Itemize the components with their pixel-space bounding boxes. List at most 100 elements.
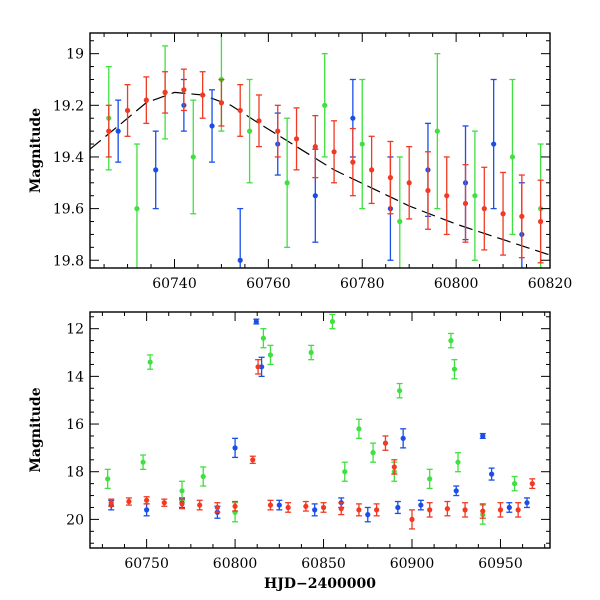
bottom-series-1-point	[308, 344, 315, 361]
bottom-series-2-point	[426, 502, 433, 518]
bottom-y-tick-label: 18	[66, 465, 84, 481]
top-series-2-point	[331, 120, 338, 184]
bottom-panel: 60750 60800 60850 60900 60950 12 14 16 18 20 Magni…	[28, 311, 551, 592]
bottom-series-0-point	[488, 467, 495, 481]
top-plot-area	[90, 33, 550, 268]
bottom-series-2-point	[143, 496, 150, 505]
top-series-2-point	[105, 104, 112, 158]
top-series-1-point	[434, 53, 441, 210]
top-series-2-point	[500, 171, 507, 256]
top-series-0-point	[152, 130, 159, 210]
bottom-series-0-point	[506, 502, 513, 513]
bottom-series-0-point	[364, 506, 371, 523]
top-series-2-point	[387, 140, 394, 215]
bottom-plot-area	[104, 313, 536, 530]
bottom-series-1-point	[341, 461, 348, 482]
bottom-series-1	[104, 313, 518, 525]
bottom-x-tick-label: 60850	[301, 556, 346, 572]
bottom-y-tick-label: 20	[66, 512, 84, 528]
bottom-series-0-point	[524, 497, 530, 509]
bottom-x-tick-label: 60950	[478, 556, 523, 572]
top-x-tick-label: 60780	[340, 276, 385, 292]
bottom-series-2-point	[179, 498, 185, 510]
bottom-series-2-point	[338, 502, 345, 516]
bottom-series-1-point	[447, 332, 454, 349]
top-x-tick-label: 60760	[246, 276, 291, 292]
top-series-2	[105, 68, 544, 264]
bottom-x-tick-label: 60750	[124, 556, 169, 572]
top-series-2-point	[124, 83, 131, 137]
bottom-series-2-point	[232, 500, 239, 512]
top-axes-frame	[89, 32, 551, 269]
bottom-series-2-point	[444, 500, 451, 517]
top-series-2-point	[180, 68, 187, 112]
bottom-series-2-point	[529, 478, 536, 490]
top-series-0-point	[490, 78, 497, 210]
top-series-1	[105, 33, 544, 268]
top-series-1-point	[190, 99, 197, 215]
bottom-series-2-point	[267, 499, 274, 511]
bottom-series-2-point	[479, 503, 486, 519]
top-series-2-point	[481, 166, 488, 251]
bottom-series-1-point	[455, 451, 461, 473]
top-x-tick-label: 60740	[152, 276, 197, 292]
top-series-2-point	[143, 76, 150, 125]
top-series-0-point	[209, 89, 216, 163]
bottom-series-2	[108, 359, 536, 530]
bottom-series-0-point	[276, 499, 283, 511]
bottom-series-0-point	[253, 318, 260, 325]
top-series-2-point	[218, 78, 225, 127]
bottom-series-2-point	[373, 503, 380, 517]
top-panel: 60740 60760 60780 60800 60820 19 19.2 19.4 19.6 1…	[28, 32, 573, 292]
top-series-2-point	[199, 71, 206, 119]
bottom-series-2-point	[320, 502, 327, 513]
bottom-series-1-point	[179, 480, 185, 501]
bottom-y-tick-label: 14	[66, 369, 84, 385]
bottom-x-tick-label: 60900	[390, 556, 435, 572]
bottom-series-2-point	[255, 359, 262, 375]
bottom-series-1-point	[370, 442, 377, 463]
bottom-series-1-point	[140, 454, 147, 470]
bottom-y-tick-label: 16	[66, 417, 84, 433]
bottom-x-axis-label: HJD−2400000	[264, 576, 376, 592]
bottom-series-2-point	[355, 503, 362, 517]
bottom-series-2-point	[497, 502, 504, 518]
bottom-series-2-point	[125, 497, 132, 506]
bottom-series-1-point	[396, 382, 403, 399]
bottom-series-0-point	[479, 432, 486, 439]
bottom-series-0-point	[143, 503, 150, 517]
bottom-series-1-point	[200, 466, 207, 487]
bottom-axes-frame	[89, 311, 551, 549]
top-series-0-point	[115, 99, 122, 163]
bottom-series-1-point	[267, 344, 274, 366]
bottom-series-2-point	[382, 435, 389, 451]
top-x-tick-label: 60820	[528, 276, 573, 292]
bottom-series-2-point	[515, 502, 522, 518]
bottom-series-0-point	[453, 485, 460, 497]
top-series-1-point	[246, 78, 253, 184]
bottom-series-1-point	[329, 313, 336, 330]
top-series-2-point	[518, 174, 525, 259]
top-series-1-point	[284, 117, 291, 248]
top-series-2-point	[237, 83, 244, 137]
bottom-series-2-point	[214, 502, 221, 513]
bottom-y-tick-label: 12	[66, 322, 84, 338]
bottom-series-2-point	[391, 459, 398, 475]
bottom-series-2-point	[409, 509, 415, 530]
top-series-2-point	[162, 71, 169, 114]
bottom-series-1-point	[104, 468, 111, 490]
top-series-1-point	[396, 156, 403, 268]
bottom-series-0-point	[394, 500, 401, 515]
top-series-0-point	[237, 207, 244, 268]
top-series-2-point	[349, 127, 356, 197]
bottom-series-1-point	[451, 359, 458, 380]
top-series-2-point	[443, 156, 450, 236]
top-series-2-point	[255, 94, 262, 148]
top-series-1-point	[471, 130, 478, 261]
bottom-series-1-point	[511, 475, 518, 492]
bottom-series-1-point	[147, 354, 154, 370]
top-series-2-point	[406, 145, 413, 220]
bottom-x-tick-label: 60800	[213, 556, 258, 572]
bottom-series-1-point	[260, 328, 267, 349]
